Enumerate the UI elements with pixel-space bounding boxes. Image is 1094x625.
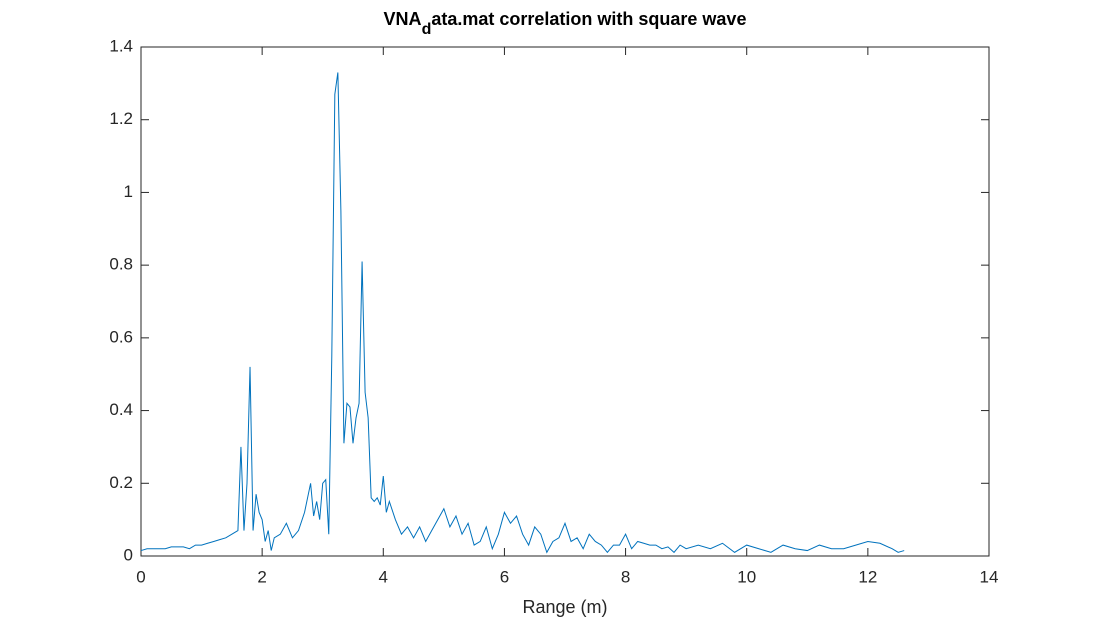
y-tick-label: 0 bbox=[124, 545, 133, 564]
x-tick-label: 12 bbox=[858, 567, 877, 586]
y-tick-label: 0.2 bbox=[109, 473, 133, 492]
title-part: VNA bbox=[384, 9, 422, 29]
x-axis-label: Range (m) bbox=[522, 597, 607, 617]
axes-box bbox=[140, 46, 990, 557]
data-line bbox=[140, 72, 905, 554]
title-part: ata.mat correlation with square wave bbox=[431, 9, 746, 29]
x-tick-label: 4 bbox=[379, 567, 388, 586]
y-tick-label: 0.4 bbox=[109, 400, 133, 419]
x-tick-label: 10 bbox=[737, 567, 756, 586]
y-tick-label: 1.4 bbox=[109, 36, 133, 55]
x-tick-label: 6 bbox=[500, 567, 509, 586]
x-tick-label: 0 bbox=[136, 567, 145, 586]
y-tick-label: 0.6 bbox=[109, 327, 133, 346]
y-tick-label: 0.8 bbox=[109, 255, 133, 274]
chart-title: VNAdata.mat correlation with square wave bbox=[384, 9, 747, 38]
x-tick-label: 8 bbox=[621, 567, 630, 586]
y-tick-label: 1.2 bbox=[109, 109, 133, 128]
y-tick-label: 1 bbox=[124, 182, 133, 201]
x-tick-label: 2 bbox=[257, 567, 266, 586]
title-subscript: d bbox=[422, 21, 432, 38]
x-tick-label: 14 bbox=[980, 567, 999, 586]
